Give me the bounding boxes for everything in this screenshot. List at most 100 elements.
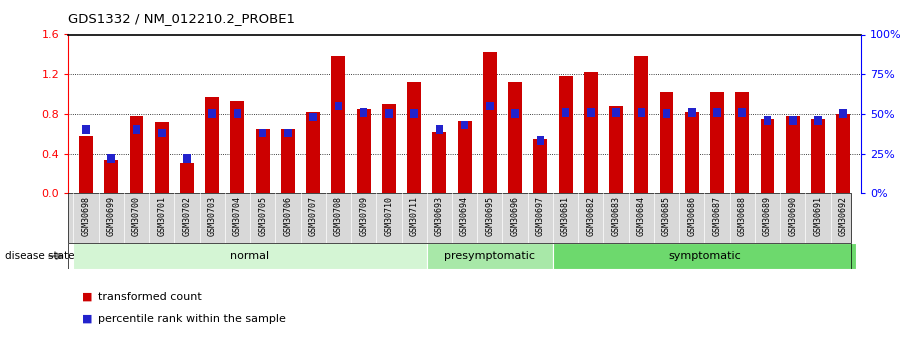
Bar [761,119,774,193]
Text: ■: ■ [82,314,93,324]
Bar [814,116,822,125]
Bar [836,114,850,193]
Bar [284,129,292,137]
Bar [839,109,847,118]
Bar [183,154,190,162]
Bar [382,104,395,193]
Text: GSM30688: GSM30688 [738,196,747,236]
Text: GSM30708: GSM30708 [334,196,343,236]
Text: symptomatic: symptomatic [668,251,741,261]
Bar [558,76,572,193]
Bar [209,109,216,118]
Bar [407,82,421,193]
Text: GSM30686: GSM30686 [687,196,696,236]
Bar [609,106,623,193]
Text: GSM30695: GSM30695 [486,196,495,236]
Text: GSM30704: GSM30704 [233,196,242,236]
Bar [74,243,426,269]
Text: normal: normal [230,251,270,261]
Bar [256,129,270,193]
Bar [584,72,598,193]
Text: GSM30707: GSM30707 [309,196,318,236]
Bar [710,92,724,193]
Bar [385,109,393,118]
Bar [259,129,267,137]
Text: ■: ■ [82,292,93,302]
Bar [511,109,519,118]
Bar [587,108,595,117]
Text: GSM30698: GSM30698 [81,196,90,236]
Bar [129,116,143,193]
Bar [332,56,345,193]
Text: GSM30700: GSM30700 [132,196,141,236]
Bar [638,108,645,117]
Bar [786,116,800,193]
Text: GSM30692: GSM30692 [839,196,848,236]
Text: GSM30689: GSM30689 [763,196,772,236]
Bar [410,109,418,118]
Bar [688,108,696,117]
Bar [205,97,220,193]
Bar [357,109,371,193]
Text: GSM30687: GSM30687 [712,196,722,236]
Bar [433,132,446,193]
Bar [233,109,241,118]
Bar [763,116,772,125]
Bar [457,121,472,193]
Text: percentile rank within the sample: percentile rank within the sample [98,314,286,324]
Text: GSM30711: GSM30711 [410,196,419,236]
Text: GSM30705: GSM30705 [258,196,267,236]
Bar [534,139,548,193]
Bar [483,52,496,193]
Bar [360,108,367,117]
Text: GSM30683: GSM30683 [611,196,620,236]
Bar [334,101,343,110]
Bar [180,164,194,193]
Bar [713,108,721,117]
Text: GSM30706: GSM30706 [283,196,292,236]
Bar [811,119,825,193]
Text: GSM30690: GSM30690 [788,196,797,236]
Text: disease state: disease state [5,251,74,261]
Text: GSM30699: GSM30699 [107,196,116,236]
Bar [486,101,494,110]
Bar [508,82,522,193]
Bar [133,125,140,134]
Bar [739,108,746,117]
Text: GSM30694: GSM30694 [460,196,469,236]
Bar [612,108,619,117]
Bar [537,137,544,145]
Bar [553,243,855,269]
Text: GSM30696: GSM30696 [510,196,519,236]
Bar [310,113,317,121]
Text: GSM30684: GSM30684 [637,196,646,236]
Text: GSM30701: GSM30701 [158,196,166,236]
Text: presymptomatic: presymptomatic [445,251,536,261]
Bar [104,160,118,193]
Bar [306,112,320,193]
Text: GSM30710: GSM30710 [384,196,394,236]
Text: GSM30685: GSM30685 [662,196,671,236]
Bar [79,136,93,193]
Bar [735,92,749,193]
Bar [789,116,796,125]
Bar [435,125,443,134]
Text: GSM30702: GSM30702 [182,196,191,236]
Text: GSM30697: GSM30697 [536,196,545,236]
Text: GSM30709: GSM30709 [359,196,368,236]
Bar [107,154,115,162]
Text: GDS1332 / NM_012210.2_PROBE1: GDS1332 / NM_012210.2_PROBE1 [68,12,295,25]
Bar [562,108,569,117]
Bar [426,243,553,269]
Bar [461,121,468,129]
Bar [230,101,244,193]
Bar [281,129,295,193]
Text: GSM30703: GSM30703 [208,196,217,236]
Bar [158,129,166,137]
Bar [634,56,649,193]
Bar [155,122,169,193]
Bar [685,112,699,193]
Text: GSM30691: GSM30691 [814,196,823,236]
Bar [82,125,90,134]
Text: GSM30693: GSM30693 [435,196,444,236]
